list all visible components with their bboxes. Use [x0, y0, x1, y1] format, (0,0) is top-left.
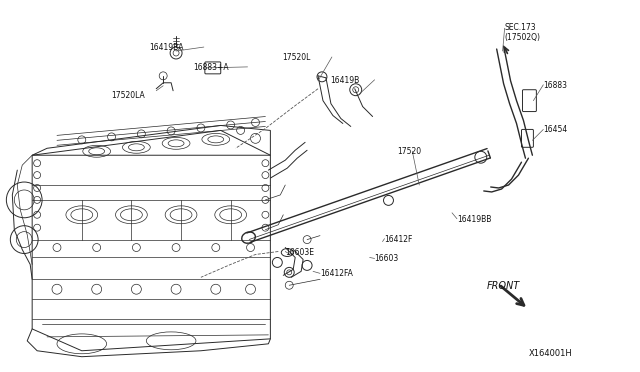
Text: 16454: 16454: [543, 125, 568, 134]
Text: SEC.173: SEC.173: [504, 23, 536, 32]
Text: 17520: 17520: [397, 147, 422, 156]
Text: 16412FA: 16412FA: [320, 269, 353, 278]
Text: (17502Q): (17502Q): [504, 33, 541, 42]
Text: 16419BA: 16419BA: [149, 43, 184, 52]
Text: 17520LA: 17520LA: [111, 91, 145, 100]
Text: 16883+A: 16883+A: [193, 63, 228, 72]
Text: 16603E: 16603E: [285, 247, 314, 257]
Text: 16603: 16603: [374, 254, 399, 263]
Text: 16412F: 16412F: [385, 235, 413, 244]
Text: FRONT: FRONT: [487, 281, 520, 291]
Text: 16419BB: 16419BB: [457, 215, 492, 224]
Text: 16419B: 16419B: [330, 76, 359, 85]
Text: 16883: 16883: [543, 81, 567, 90]
Text: X164001H: X164001H: [529, 349, 572, 358]
Text: 17520L: 17520L: [282, 53, 310, 62]
